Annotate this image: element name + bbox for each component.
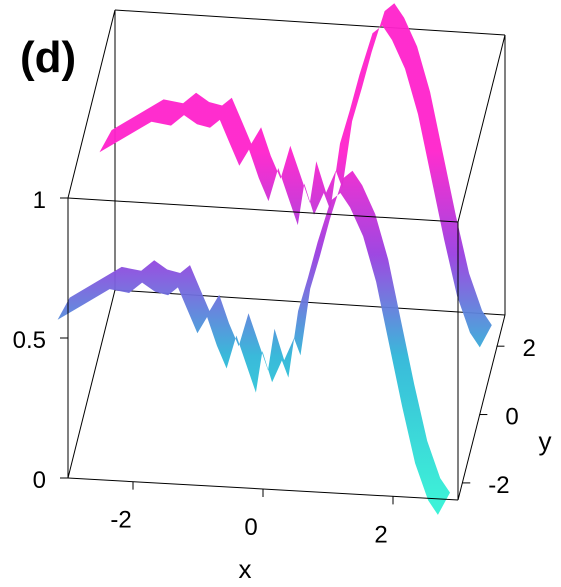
- z-tick-label: 0.5: [13, 327, 46, 354]
- surface-ribbon-2: [57, 170, 450, 515]
- y-tick-label: -2: [488, 472, 509, 499]
- x-tick-label: 2: [374, 521, 387, 548]
- y-tick-label: 2: [522, 335, 535, 362]
- plot-box-back: [67, 9, 506, 316]
- axis-ticks: -2 0 2 -2 0 2 0 0.5 1: [13, 187, 536, 548]
- z-tick-label: 0: [33, 467, 46, 494]
- panel-label: (d): [20, 33, 76, 82]
- x-tick-label: 0: [244, 514, 257, 541]
- y-axis-label: y: [539, 426, 552, 456]
- x-axis-label: x: [239, 554, 252, 584]
- plot-box-front: [67, 34, 506, 501]
- surface-ribbon: [57, 3, 492, 515]
- x-tick-label: -2: [110, 507, 131, 534]
- z-tick-label: 1: [33, 187, 46, 214]
- surface-ribbon-1: [99, 3, 492, 348]
- y-tick-label: 0: [505, 404, 518, 431]
